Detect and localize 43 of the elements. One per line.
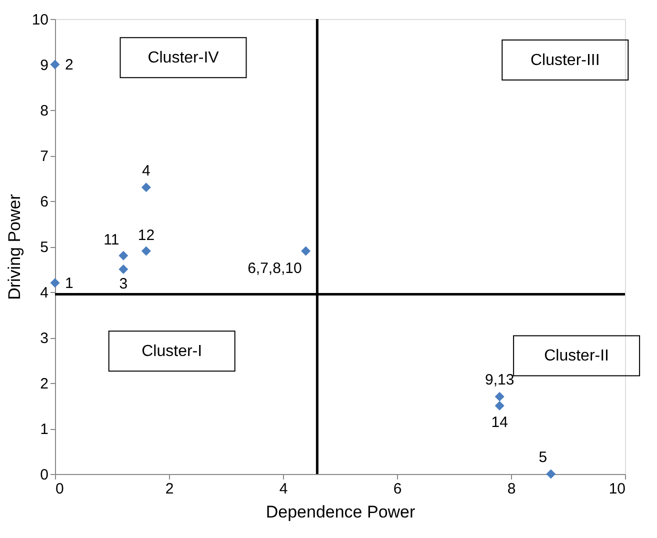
annotation: 2 — [65, 56, 74, 74]
annotation: 1 — [65, 274, 74, 292]
annotation: 11 — [104, 232, 120, 249]
y-tick-label: 4 — [40, 284, 48, 302]
y-tick-label: 9 — [40, 57, 48, 74]
y-tick-label: 5 — [40, 239, 48, 256]
point — [141, 246, 151, 256]
point — [494, 392, 504, 402]
point — [50, 278, 60, 288]
y-axis-title: Driving Power — [4, 194, 24, 300]
y-tick-label: 0 — [40, 466, 48, 484]
annotation: 14 — [491, 414, 508, 431]
y-tick-label: 3 — [40, 330, 48, 347]
y-tick-label: 2 — [40, 376, 48, 392]
x-tick-label: 10 — [608, 480, 626, 498]
annotation: Cluster-IV — [148, 50, 220, 67]
point — [546, 469, 556, 479]
y-tick-label: 6 — [40, 194, 48, 210]
x-tick-label: 6 — [393, 480, 402, 498]
point — [50, 60, 60, 70]
annotation: Cluster-III — [530, 52, 600, 69]
annotation: 9,13 — [485, 372, 514, 389]
y-tick-label: 8 — [40, 102, 48, 120]
point — [141, 182, 151, 192]
annotation: 4 — [142, 162, 150, 180]
annotation: 5 — [538, 449, 548, 466]
annotation: 6,7,8,10 — [248, 260, 302, 278]
point — [118, 250, 128, 260]
point — [494, 401, 504, 410]
y-tick-label: 10 — [32, 12, 48, 28]
x-tick-label: 8 — [507, 480, 516, 498]
x-tick-label: 2 — [165, 480, 174, 498]
y-tick-label: 1 — [40, 421, 48, 438]
annotation: 3 — [119, 275, 128, 292]
x-axis-title: Dependence Power — [266, 502, 416, 522]
annotation: Cluster-I — [142, 343, 202, 360]
point — [118, 264, 128, 274]
y-tick-label: 7 — [40, 148, 48, 165]
annotation: Cluster-II — [544, 348, 610, 365]
x-tick-label: 0 — [56, 480, 64, 498]
x-tick-label: 4 — [279, 480, 288, 498]
point — [301, 246, 311, 256]
annotation: 12 — [138, 227, 155, 244]
